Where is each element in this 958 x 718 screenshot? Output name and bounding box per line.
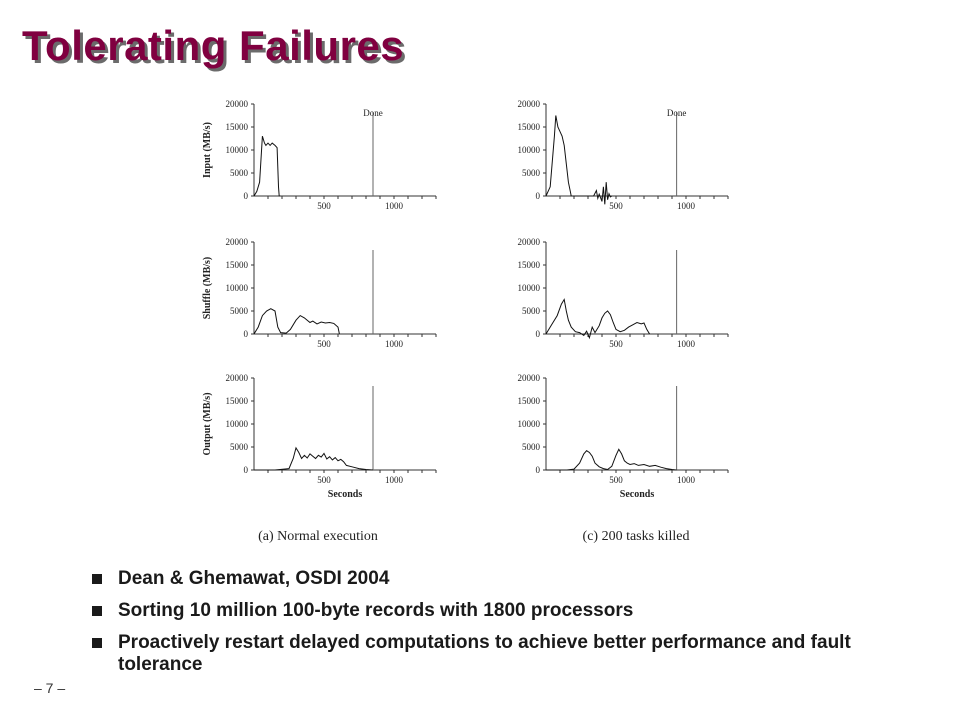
y-tick-label: 0 [536, 191, 541, 201]
panel-label-right: (c) 200 tasks killed [583, 529, 690, 544]
x-tick-label: 500 [317, 475, 331, 485]
bullet-text: Proactively restart delayed computations… [118, 632, 851, 675]
x-axis-label: Seconds [328, 489, 363, 500]
y-tick-label: 20000 [226, 373, 249, 383]
x-tick-label: 500 [317, 201, 331, 211]
y-tick-label: 5000 [230, 442, 249, 452]
y-tick-label: 10000 [518, 145, 541, 155]
bullet-list: Dean & Ghemawat, OSDI 2004 Sorting 10 mi… [92, 568, 932, 686]
bullet-square-icon [92, 574, 102, 584]
y-tick-label: 20000 [518, 99, 541, 109]
panel-label-left: (a) Normal execution [258, 529, 378, 544]
bullet-item: Dean & Ghemawat, OSDI 2004 [92, 568, 932, 590]
y-tick-label: 20000 [518, 237, 541, 247]
y-tick-label: 5000 [522, 442, 541, 452]
y-tick-label: 5000 [230, 306, 249, 316]
y-tick-label: 15000 [518, 260, 541, 270]
series-line [546, 448, 677, 471]
bullet-item: Sorting 10 million 100-byte records with… [92, 600, 932, 622]
page-number: – 7 – [34, 680, 66, 696]
y-tick-label: 5000 [522, 168, 541, 178]
bullet-square-icon [92, 638, 102, 648]
x-axis-label: Seconds [620, 489, 655, 500]
y-tick-label: 0 [244, 329, 249, 339]
x-tick-label: 1000 [677, 201, 696, 211]
y-tick-label: 10000 [226, 419, 249, 429]
y-tick-label: 0 [536, 465, 541, 475]
x-tick-label: 1000 [677, 339, 696, 349]
y-tick-label: 10000 [518, 419, 541, 429]
y-tick-label: 15000 [226, 260, 249, 270]
mapreduce-figure: 0 5000 10000 15000 20000 500 1000 Done Input (MB… [178, 82, 762, 552]
y-axis-label: Shuffle (MB/s) [202, 257, 213, 320]
series-line [253, 136, 281, 197]
y-tick-label: 0 [244, 191, 249, 201]
y-tick-label: 15000 [226, 396, 249, 406]
y-tick-label: 20000 [226, 237, 249, 247]
x-tick-label: 500 [317, 339, 331, 349]
y-tick-label: 10000 [226, 145, 249, 155]
bullet-text: Dean & Ghemawat, OSDI 2004 [118, 568, 390, 589]
y-axis-label: Output (MB/s) [202, 392, 213, 455]
bullet-item: Proactively restart delayed computations… [92, 632, 932, 676]
y-tick-label: 0 [244, 465, 249, 475]
slide-title: Tolerating Failures [22, 22, 405, 69]
done-label: Done [363, 108, 383, 118]
series-line [254, 446, 374, 471]
done-label: Done [667, 108, 687, 118]
bullet-text: Sorting 10 million 100-byte records with… [118, 600, 634, 621]
series-line [253, 308, 340, 335]
y-tick-label: 20000 [518, 373, 541, 383]
series-line [545, 115, 613, 205]
y-axis-label: Input (MB/s) [202, 122, 213, 178]
x-tick-label: 500 [609, 201, 623, 211]
bullet-square-icon [92, 606, 102, 616]
x-tick-label: 1000 [677, 475, 696, 485]
series-line [545, 298, 651, 340]
y-tick-label: 10000 [226, 283, 249, 293]
y-tick-label: 0 [536, 329, 541, 339]
y-tick-label: 10000 [518, 283, 541, 293]
x-tick-label: 500 [609, 339, 623, 349]
y-tick-label: 5000 [522, 306, 541, 316]
y-tick-label: 20000 [226, 99, 249, 109]
y-tick-label: 5000 [230, 168, 249, 178]
y-tick-label: 15000 [518, 122, 541, 132]
x-tick-label: 500 [609, 475, 623, 485]
y-tick-label: 15000 [226, 122, 249, 132]
x-tick-label: 1000 [385, 201, 404, 211]
x-tick-label: 1000 [385, 339, 404, 349]
y-tick-label: 15000 [518, 396, 541, 406]
x-tick-label: 1000 [385, 475, 404, 485]
